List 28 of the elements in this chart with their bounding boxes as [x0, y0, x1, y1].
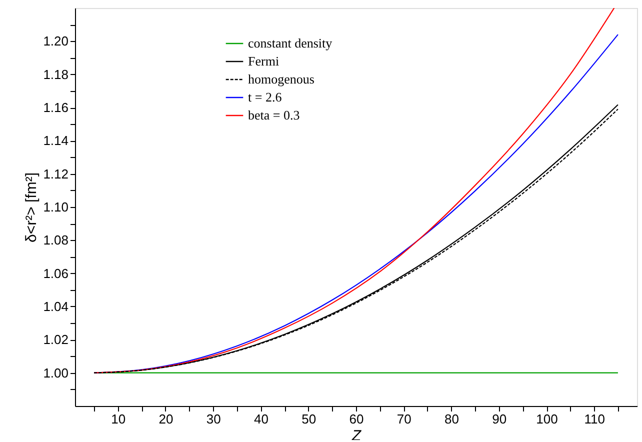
y-tick-label: 1.14: [43, 133, 68, 148]
y-tick-label: 1.06: [43, 266, 68, 281]
x-tick-label: 50: [302, 412, 316, 426]
legend-label: Fermi: [248, 54, 280, 68]
y-tick-label: 1.16: [43, 100, 68, 115]
y-tick-label: 1.18: [43, 66, 68, 82]
x-tick-label: 60: [349, 412, 364, 426]
x-tick-label: 110: [584, 412, 606, 426]
legend-label: constant density: [248, 36, 333, 50]
y-tick-label: 1.00: [43, 365, 68, 380]
x-tick-label: 10: [111, 412, 126, 426]
y-tick-label: 1.04: [43, 299, 68, 314]
legend-label: t = 2.6: [248, 90, 282, 104]
x-tick-label: 100: [536, 412, 558, 426]
legend-label: beta = 0.3: [248, 108, 300, 122]
x-tick-label: 70: [396, 412, 412, 426]
x-tick-label: 90: [492, 412, 507, 426]
y-tick-label: 1.10: [43, 200, 68, 214]
x-tick-label: 40: [254, 412, 268, 426]
y-tick-label: 1.12: [43, 166, 68, 182]
y-axis-title: δ<r²> [fm²]: [23, 172, 40, 243]
x-tick-label: 20: [158, 412, 174, 426]
legend-label: homogenous: [248, 72, 314, 86]
y-tick-label: 1.20: [43, 34, 68, 49]
y-tick-label: 1.08: [43, 232, 68, 248]
y-tick-label: 1.02: [43, 332, 68, 348]
x-tick-label: 80: [444, 412, 459, 426]
x-tick-label: 30: [206, 412, 221, 426]
